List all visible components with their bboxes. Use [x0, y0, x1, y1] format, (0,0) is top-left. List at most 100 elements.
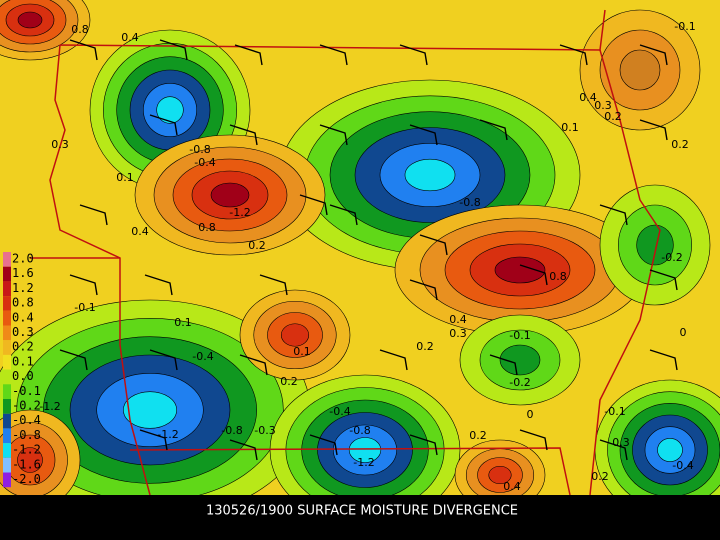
contour-label: 0.8	[71, 23, 89, 36]
contour-label: 0.4	[121, 31, 139, 44]
legend-label: 0.2	[12, 340, 34, 354]
wind-barbs	[59, 39, 678, 461]
wind-barb	[599, 439, 628, 461]
contour-label: -1.2	[353, 456, 374, 469]
contour-band	[488, 465, 512, 485]
wind-barb	[59, 349, 88, 371]
contour-label: -0.8	[459, 196, 480, 209]
legend-label: -0.2	[12, 399, 41, 413]
wind-barb	[409, 279, 438, 301]
caption-bar	[0, 495, 720, 540]
legend-swatch	[3, 472, 11, 488]
wind-barb	[519, 264, 548, 286]
contour-band	[348, 437, 382, 463]
legend-swatch	[3, 413, 11, 429]
legend-label: 0.4	[12, 310, 34, 324]
contour-band	[123, 391, 177, 429]
contour-label: 0	[527, 408, 534, 421]
contour-band	[404, 158, 456, 192]
legend-label: 0.3	[12, 325, 34, 339]
legend-label: 1.6	[12, 266, 34, 280]
contour-label: 0.1	[561, 121, 579, 134]
wind-barb	[149, 114, 178, 136]
wind-barb	[319, 44, 348, 66]
wind-barb	[69, 274, 98, 296]
contour-label: 0.2	[416, 340, 434, 353]
contour-label: 0.1	[116, 171, 134, 184]
contour-band	[499, 344, 541, 376]
legend-swatch	[3, 266, 11, 282]
legend-label: 1.2	[12, 281, 34, 295]
legend-label: 0.8	[12, 296, 34, 310]
wind-barb	[239, 354, 268, 376]
wind-barb	[639, 44, 668, 66]
wind-barb	[259, 274, 288, 296]
contour-label: 0.1	[293, 345, 311, 358]
wind-barb	[649, 269, 678, 291]
wind-barb	[79, 204, 108, 226]
contour-label: -0.1	[509, 329, 530, 342]
contour-label: -0.4	[192, 350, 213, 363]
contour-label: 0.2	[671, 138, 689, 151]
legend-label: -0.8	[12, 428, 41, 442]
contour-band	[657, 438, 683, 462]
legend-swatch	[3, 399, 11, 414]
wind-barb	[559, 44, 588, 66]
contour-label: -0.1	[74, 301, 95, 314]
legend-label: -0.1	[12, 384, 41, 398]
contour-fields	[0, 0, 720, 526]
contour-band	[17, 11, 43, 29]
contour-label: 0.3	[51, 138, 69, 151]
wind-barb	[329, 204, 358, 226]
contour-label: 0.4	[579, 91, 597, 104]
legend-swatch	[3, 296, 11, 311]
wind-barb	[519, 429, 548, 451]
legend-swatch	[3, 325, 11, 341]
border	[30, 257, 571, 496]
wind-barb	[299, 194, 328, 216]
legend-label: -1.6	[12, 457, 41, 471]
contour-label: -0.2	[509, 376, 530, 389]
border	[589, 49, 661, 496]
wind-barb	[229, 439, 258, 461]
wind-barb	[399, 44, 428, 66]
wind-barb	[229, 124, 258, 146]
contour-labels: 0.80.4-0.1-0.8-0.4-1.20.80.40.30.1-0.80.…	[39, 20, 695, 493]
contour-label: -0.8	[349, 424, 370, 437]
legend-swatch	[3, 457, 11, 473]
wind-barb	[419, 234, 448, 256]
contour-label: 0.3	[594, 99, 612, 112]
contour-band	[636, 224, 674, 266]
contour-label: 0.1	[174, 316, 192, 329]
legend-label: -1.2	[12, 443, 41, 457]
contour-label: 0.4	[503, 480, 521, 493]
wind-barb	[649, 349, 678, 371]
legend-label: 2.0	[12, 252, 34, 266]
contour-label: -1.2	[229, 206, 250, 219]
wind-barb	[149, 349, 178, 371]
legend-label: -2.0	[12, 472, 41, 486]
wind-barb	[309, 434, 338, 456]
wind-barb	[379, 349, 408, 371]
contour-label: -1.2	[157, 428, 178, 441]
contour-label: 0.3	[449, 327, 467, 340]
contour-label: -0.3	[254, 424, 275, 437]
legend-label: 0.0	[12, 369, 34, 383]
contour-label: 0.2	[280, 375, 298, 388]
wind-barb	[139, 429, 168, 451]
contour-label: 0.8	[198, 221, 216, 234]
wind-barb	[409, 434, 438, 456]
contour-label: 0.2	[591, 470, 609, 483]
wind-barb	[599, 204, 628, 226]
contour-label: 0	[680, 326, 687, 339]
legend-label: -0.4	[12, 413, 41, 427]
contour-label: -0.4	[329, 405, 350, 418]
contour-label: -0.4	[194, 156, 215, 169]
contour-band	[280, 323, 310, 347]
contour-band	[210, 182, 250, 208]
legend-swatch	[3, 428, 11, 444]
wind-barb	[144, 274, 173, 296]
contour-label: -0.4	[672, 459, 693, 472]
contour-label: 0.2	[604, 110, 622, 123]
